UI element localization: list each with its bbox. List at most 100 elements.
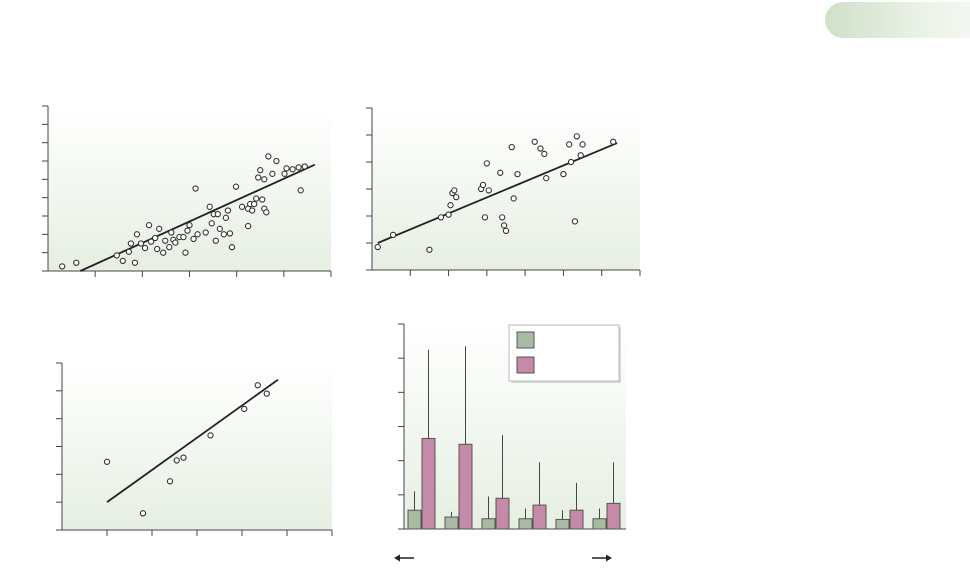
- scatter-point: [389, 231, 397, 239]
- scatter-point: [238, 203, 246, 210]
- bar: [569, 509, 584, 530]
- scatter-point: [214, 211, 221, 218]
- legend-swatch: [516, 331, 535, 349]
- scatter-point: [502, 227, 510, 234]
- scatter-point: [127, 240, 135, 247]
- bar: [444, 516, 459, 530]
- scatter-point: [184, 227, 191, 234]
- scatter-point: [479, 181, 487, 189]
- left-arrow-icon: [394, 554, 414, 562]
- scatter-point: [301, 163, 308, 170]
- scatter-point: [160, 249, 167, 256]
- scatter-point: [251, 200, 258, 208]
- scatter-point: [226, 230, 234, 237]
- scatter-point: [131, 259, 139, 266]
- scatter-point: [261, 176, 268, 183]
- bar: [518, 518, 533, 530]
- scatter-point: [500, 222, 508, 229]
- scatter-point: [192, 185, 199, 192]
- scatter-point: [166, 478, 174, 485]
- scatter-chart-bottom-left: [56, 362, 333, 536]
- scatter-point: [194, 231, 201, 238]
- scatter-point: [265, 153, 272, 160]
- scatter-point: [577, 152, 584, 159]
- scatter-point: [273, 157, 280, 165]
- scatter-point: [497, 169, 504, 176]
- scatter-chart-top-left: [42, 105, 332, 277]
- scatter-point: [180, 454, 187, 461]
- scatter-point: [182, 249, 189, 256]
- bar: [458, 443, 473, 530]
- scatter-point: [151, 234, 159, 242]
- trend-line: [79, 163, 316, 272]
- scatter-point: [206, 203, 213, 210]
- scatter-point: [202, 229, 209, 236]
- scatter-point: [156, 225, 163, 232]
- scatter-point: [249, 207, 256, 214]
- scatter-point: [208, 220, 215, 227]
- scatter-point: [257, 167, 264, 174]
- scatter-point: [447, 202, 454, 209]
- scatter-point: [259, 196, 266, 203]
- scatter-point: [137, 240, 145, 247]
- scatter-point: [541, 150, 548, 158]
- scatter-point: [453, 193, 460, 201]
- scatter-point: [445, 211, 452, 218]
- scatter-point: [162, 237, 169, 244]
- scatter-point: [255, 174, 262, 181]
- scatter-point: [483, 160, 491, 167]
- scatter-point: [113, 252, 120, 259]
- scatter-point: [253, 195, 260, 202]
- scatter-point: [263, 390, 270, 397]
- scatter-point: [166, 244, 173, 251]
- scatter-point: [212, 237, 219, 244]
- scatter-point: [566, 141, 573, 148]
- bar: [555, 518, 570, 530]
- scatter-point: [125, 248, 133, 255]
- bar: [495, 497, 510, 530]
- scatter-point: [190, 235, 197, 243]
- scatter-point: [220, 231, 228, 238]
- scatter-point: [499, 214, 506, 221]
- scatter-point: [139, 510, 147, 517]
- scatter-point: [244, 222, 252, 230]
- scatter-point: [168, 229, 175, 236]
- scatter-point: [228, 244, 236, 251]
- scatter-point: [481, 214, 489, 221]
- scatter-point: [154, 245, 161, 253]
- bar: [421, 437, 436, 530]
- scatter-point: [543, 175, 550, 182]
- scatter-point: [180, 233, 187, 241]
- scatter-point: [133, 231, 141, 238]
- scatter-point: [172, 239, 179, 246]
- right-arrow-icon: [592, 554, 612, 562]
- scatter-point: [514, 171, 521, 178]
- legend-swatch: [516, 356, 535, 374]
- scatter-point: [508, 144, 515, 151]
- bar-chart-bottom-right: [398, 323, 626, 530]
- bar: [407, 509, 422, 530]
- trend-line: [106, 378, 279, 503]
- scatter-point: [147, 238, 155, 245]
- scatter-point: [610, 138, 617, 145]
- scatter-point: [254, 382, 261, 389]
- plot-background: [62, 363, 332, 530]
- scatter-point: [141, 244, 149, 252]
- trend-line: [377, 142, 618, 244]
- bar: [532, 504, 547, 530]
- scatter-point: [145, 222, 153, 229]
- scatter-point: [119, 257, 126, 265]
- scatter-point: [224, 207, 232, 214]
- scatter-point: [173, 457, 180, 464]
- scatter-chart-top-right: [366, 107, 641, 276]
- scatter-point: [281, 170, 288, 177]
- scatter-point: [295, 164, 302, 171]
- scatter-point: [103, 458, 111, 465]
- bar: [592, 518, 607, 530]
- scatter-point: [426, 246, 433, 253]
- scatter-point: [537, 145, 544, 152]
- scatter-point: [297, 187, 304, 194]
- scatter-point: [207, 432, 214, 439]
- scatter-point: [58, 263, 66, 270]
- scatter-point: [579, 141, 586, 148]
